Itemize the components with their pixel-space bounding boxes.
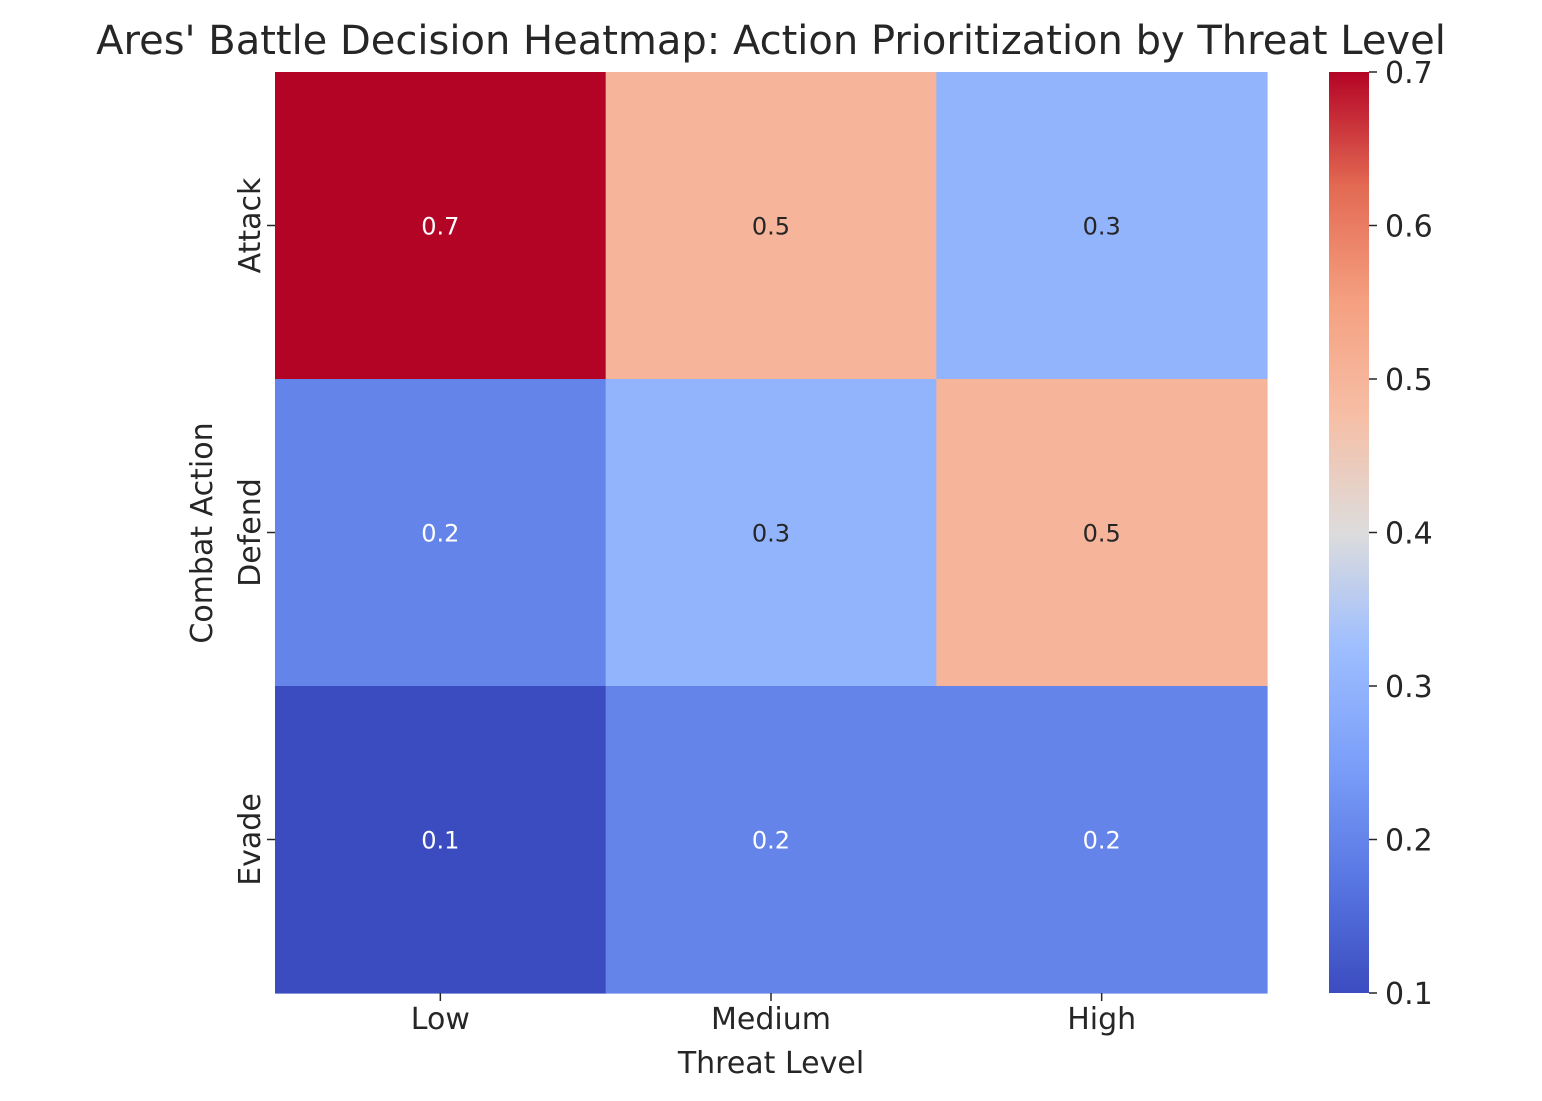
y-tick-label: Attack	[233, 177, 268, 273]
y-tick-label: Defend	[233, 478, 268, 587]
colorbar-tick-label: 0.5	[1385, 363, 1433, 398]
cell-value-label: 0.1	[421, 827, 459, 855]
chart-title: Ares' Battle Decision Heatmap: Action Pr…	[96, 18, 1446, 64]
heatmap-cell	[605, 686, 937, 994]
cell-value-label: 0.5	[752, 213, 790, 241]
cell-value-label: 0.7	[421, 213, 459, 241]
heatmap-cell	[605, 72, 937, 380]
x-tick-label: Low	[411, 1002, 470, 1037]
x-axis-ticks: Low Medium High	[411, 993, 1136, 1037]
y-axis-ticks: Attack Defend Evade	[233, 177, 275, 886]
cell-value-label: 0.2	[752, 827, 790, 855]
cell-value-label: 0.3	[1083, 213, 1121, 241]
y-tick-label: Evade	[233, 793, 268, 886]
cell-value-label: 0.2	[1083, 827, 1121, 855]
x-axis-label: Threat Level	[677, 1046, 864, 1081]
colorbar-ticks: 0.1 0.2 0.3 0.4 0.5 0.6 0.7	[1369, 56, 1433, 1012]
colorbar-tick-label: 0.7	[1385, 56, 1433, 91]
y-axis-label: Combat Action	[185, 422, 220, 643]
heatmap-cell	[275, 379, 607, 687]
heatmap-cell	[936, 686, 1268, 994]
heatmap-cell	[275, 72, 607, 380]
colorbar-tick-label: 0.3	[1385, 670, 1433, 705]
colorbar-tick-label: 0.2	[1385, 824, 1433, 859]
cell-value-label: 0.2	[421, 520, 459, 548]
heatmap-cell	[936, 379, 1268, 687]
heatmap-cell	[275, 686, 607, 994]
heatmap-cell	[936, 72, 1268, 380]
heatmap-cells: 0.7 0.5 0.3 0.2 0.3 0.5 0.1 0.2 0.2	[275, 72, 1268, 994]
x-tick-label: Medium	[711, 1002, 831, 1037]
colorbar-tick-label: 0.6	[1385, 210, 1433, 245]
colorbar-tick-label: 0.1	[1385, 977, 1433, 1012]
colorbar	[1329, 72, 1369, 993]
cell-value-label: 0.5	[1083, 520, 1121, 548]
cell-value-label: 0.3	[752, 520, 790, 548]
colorbar-tick-label: 0.4	[1385, 517, 1433, 552]
x-tick-label: High	[1067, 1002, 1136, 1037]
heatmap-cell	[605, 379, 937, 687]
